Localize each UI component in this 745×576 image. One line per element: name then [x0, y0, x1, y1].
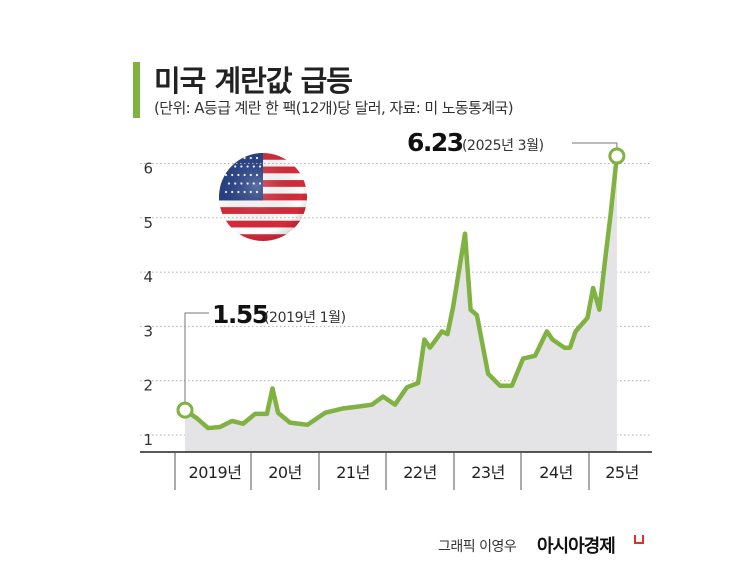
y-tick-label: 1 [143, 431, 153, 449]
title-accent-bar [133, 62, 140, 118]
annotation-leader-line [572, 142, 618, 149]
brand-logo-text: 아시아경제 [537, 536, 616, 557]
brand-mark-icon [634, 535, 644, 544]
x-tick-label: 2019년 [189, 463, 242, 482]
flag-star [227, 165, 231, 168]
y-tick-label: 3 [143, 322, 153, 340]
y-tick-label: 6 [143, 160, 153, 178]
y-tick-label: 4 [143, 268, 153, 286]
annotation-date: (2019년 1월) [264, 310, 346, 326]
x-tick-label: 20년 [268, 463, 302, 482]
price-line [182, 153, 620, 431]
flag-star [237, 156, 240, 160]
y-tick-label: 2 [143, 377, 153, 395]
annotation-leader-line [184, 312, 209, 403]
x-tick-label: 24년 [539, 463, 573, 482]
area-fill [185, 156, 617, 453]
y-tick-label: 5 [143, 214, 153, 232]
x-tick-label: 25년 [605, 463, 639, 482]
endpoint-marker [608, 147, 626, 165]
us-flag-icon [219, 153, 307, 241]
endpoint-marker [176, 401, 194, 419]
chart-subtitle: (단위: A등급 계란 한 팩(12개)당 달러, 자료: 미 노동통계국) [154, 99, 514, 117]
x-tick-label: 22년 [403, 463, 437, 482]
graphic-credit: 그래픽 이영우 [438, 539, 517, 555]
annotation-value: 6.23 [407, 128, 463, 157]
annotation-date: (2025년 3월) [462, 138, 544, 154]
annotation-value: 1.55 [212, 300, 268, 329]
x-tick-label: 23년 [471, 463, 505, 482]
chart-title: 미국 계란값 급등 [154, 64, 353, 98]
flag-star [231, 156, 234, 160]
x-tick-label: 21년 [336, 463, 370, 482]
flag-star [224, 156, 228, 160]
